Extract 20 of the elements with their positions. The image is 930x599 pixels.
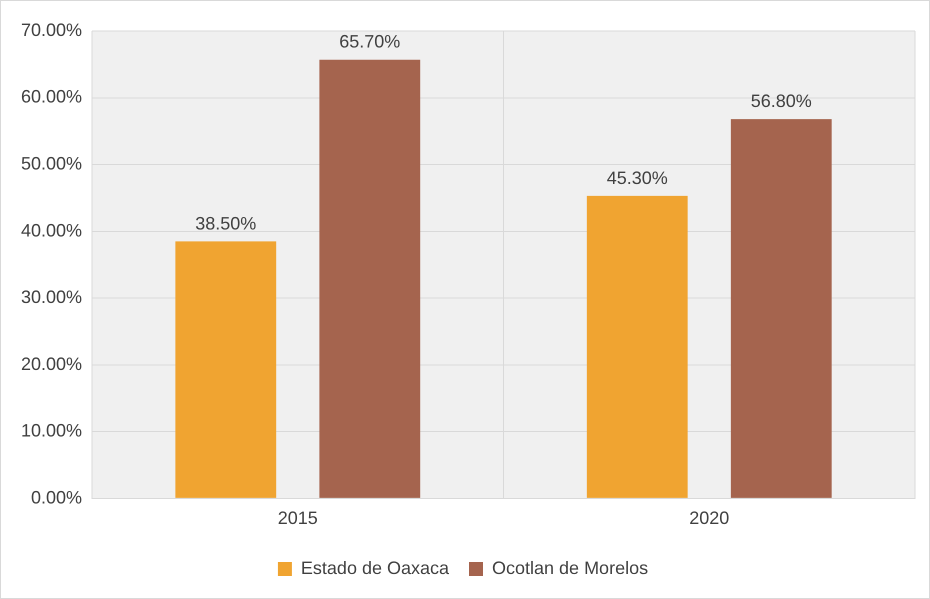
- legend-label: Ocotlan de Morelos: [492, 558, 648, 578]
- y-tick-label: 20.00%: [20, 354, 82, 374]
- y-tick-label: 60.00%: [20, 86, 82, 107]
- y-tick-label: 50.00%: [20, 154, 82, 174]
- bar: [319, 60, 420, 498]
- x-tick-label: 2015: [278, 508, 318, 528]
- data-label: 38.50%: [195, 213, 256, 234]
- bar: [730, 119, 832, 498]
- y-tick-label: 30.00%: [20, 287, 82, 308]
- bar: [586, 196, 688, 498]
- x-tick-label: 2020: [689, 508, 730, 528]
- data-label: 45.30%: [606, 168, 668, 188]
- bar: [175, 241, 276, 498]
- y-tick-label: 40.00%: [20, 220, 82, 240]
- y-tick-label: 10.00%: [20, 420, 82, 441]
- data-label: 65.70%: [339, 32, 400, 52]
- legend-label: Estado de Oaxaca: [300, 558, 450, 578]
- data-label: 56.80%: [750, 91, 812, 112]
- y-tick-label: 70.00%: [20, 20, 82, 40]
- y-tick-label: 0.00%: [31, 487, 82, 508]
